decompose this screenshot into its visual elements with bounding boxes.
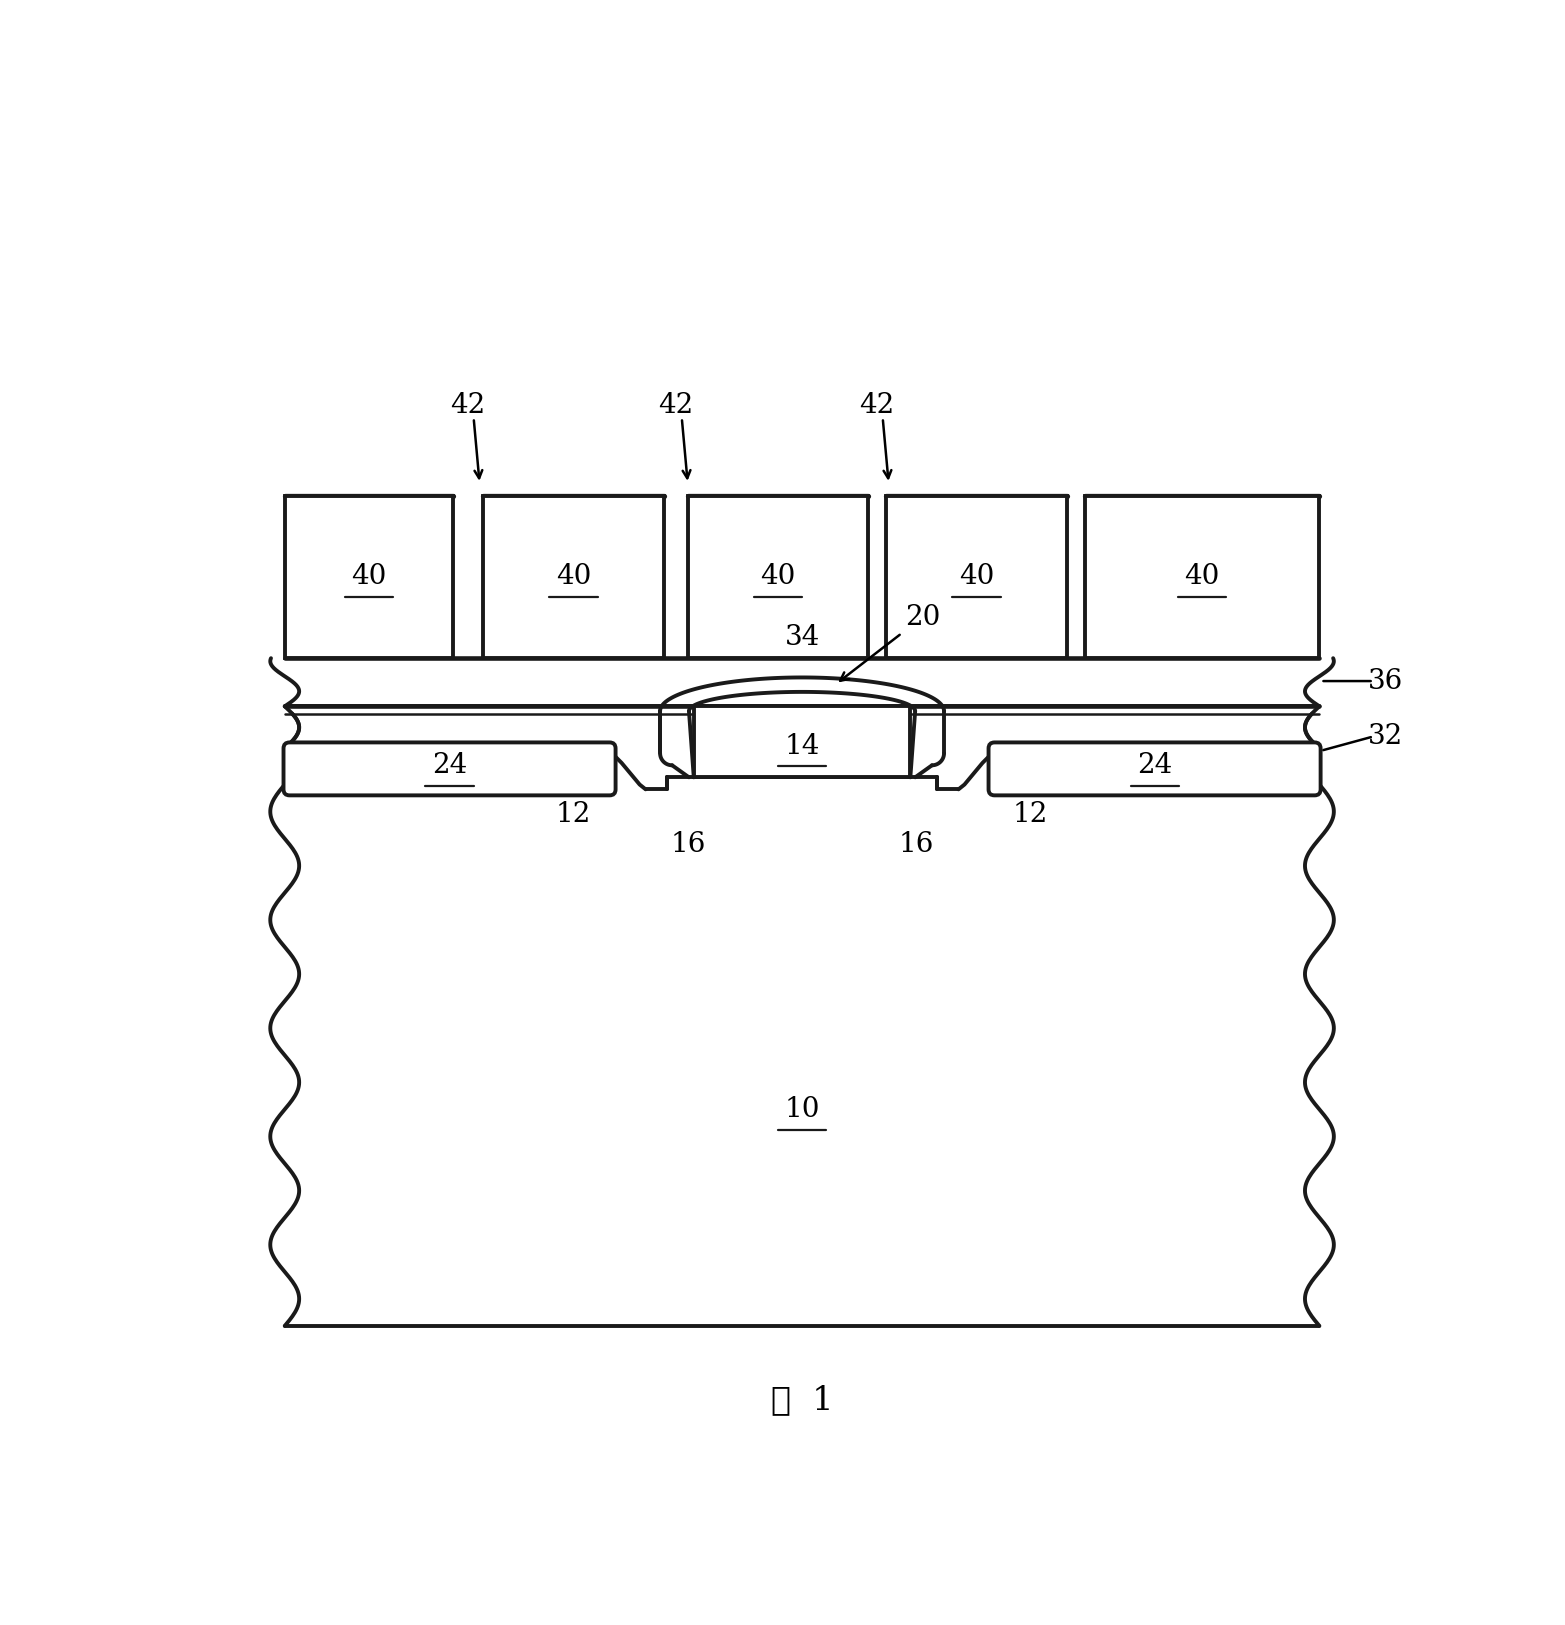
Text: 12: 12 xyxy=(556,801,592,829)
Text: 40: 40 xyxy=(556,564,592,590)
Text: 24: 24 xyxy=(1136,752,1172,778)
Text: 40: 40 xyxy=(959,564,994,590)
Text: 16: 16 xyxy=(898,832,934,858)
Bar xyxy=(285,496,454,658)
Text: 14: 14 xyxy=(784,733,820,759)
Text: 36: 36 xyxy=(1368,668,1404,694)
Text: 40: 40 xyxy=(351,564,387,590)
FancyBboxPatch shape xyxy=(283,743,615,795)
Text: 42: 42 xyxy=(451,392,485,419)
Text: 12: 12 xyxy=(1013,801,1049,829)
Bar xyxy=(484,496,664,658)
Bar xyxy=(693,707,911,777)
Text: 40: 40 xyxy=(761,564,795,590)
Text: 40: 40 xyxy=(1185,564,1219,590)
FancyBboxPatch shape xyxy=(989,743,1321,795)
Text: 42: 42 xyxy=(659,392,693,419)
Text: 34: 34 xyxy=(784,624,820,652)
Text: 图  1: 图 1 xyxy=(772,1384,833,1417)
Text: 42: 42 xyxy=(859,392,894,419)
Text: 16: 16 xyxy=(670,832,706,858)
Text: 10: 10 xyxy=(784,1095,820,1123)
Text: 24: 24 xyxy=(432,752,468,778)
Bar xyxy=(886,496,1067,658)
Text: 20: 20 xyxy=(840,604,941,681)
Text: 32: 32 xyxy=(1368,723,1404,749)
Bar xyxy=(687,496,869,658)
Bar xyxy=(1085,496,1319,658)
